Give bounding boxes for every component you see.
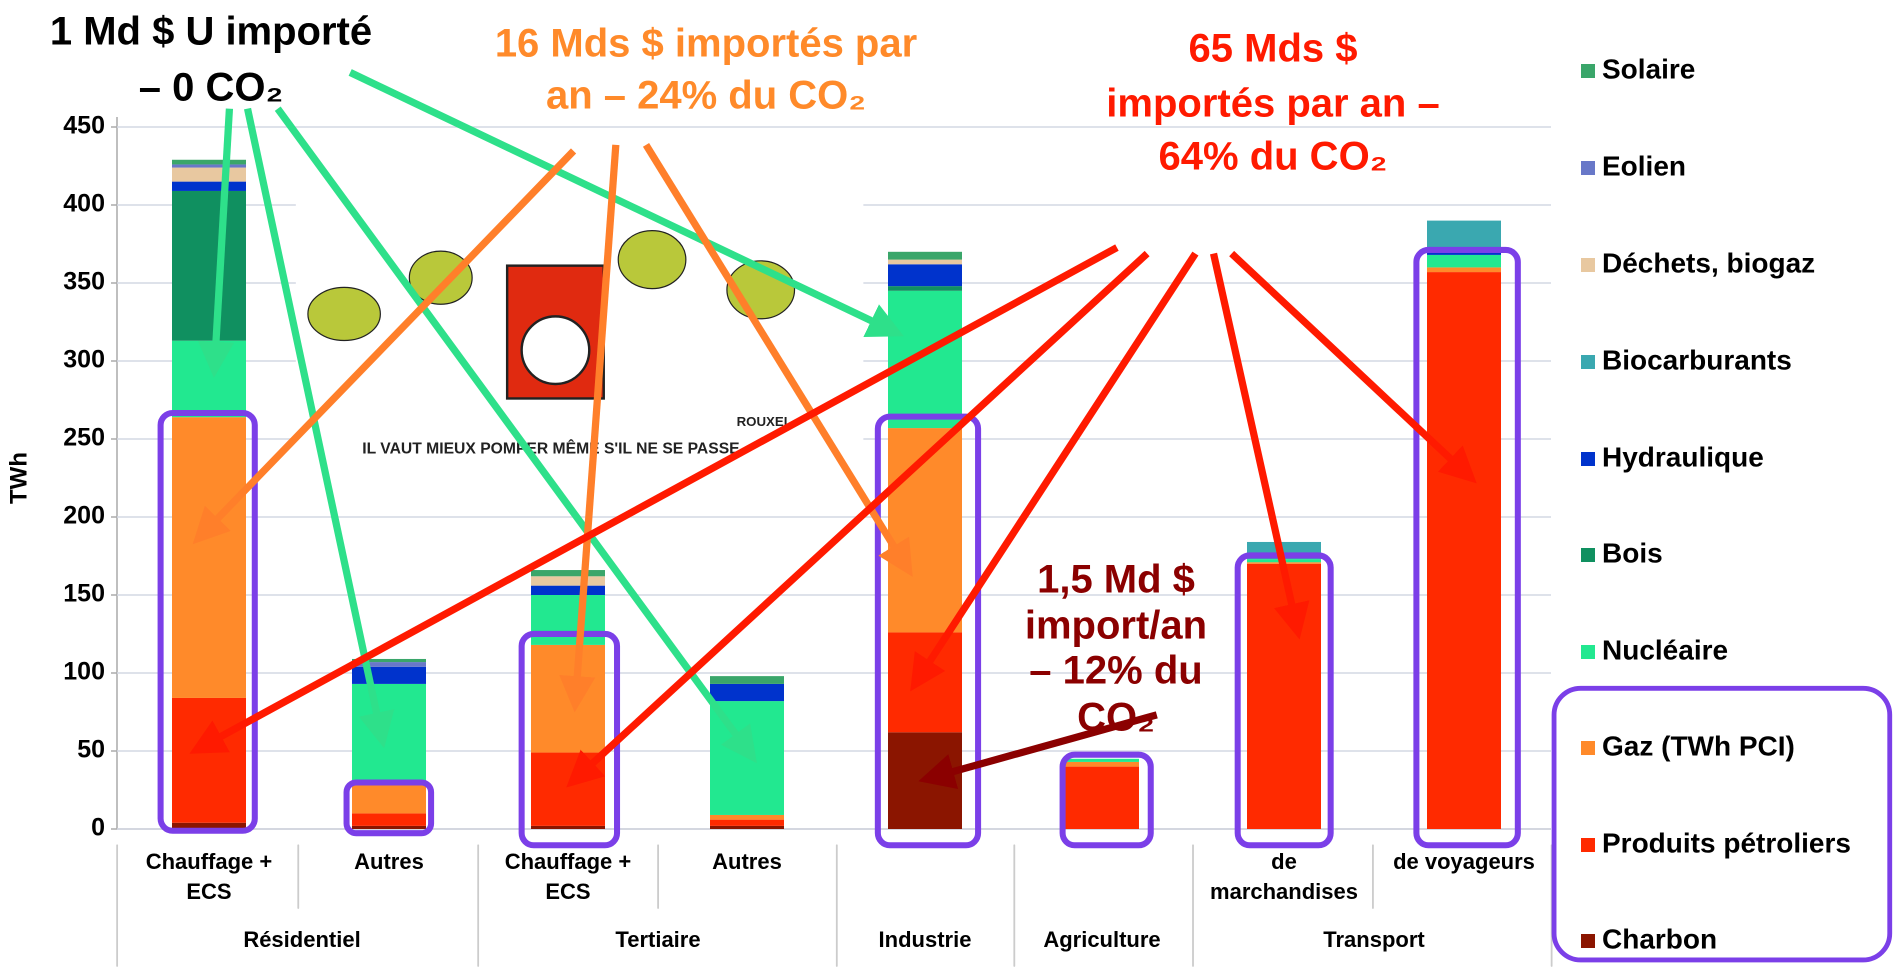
annotation: 1 Md $ U importé — [50, 10, 372, 54]
bar-segment — [352, 785, 426, 813]
y-tick-label: 300 — [63, 346, 105, 374]
x-tick-label: Autres — [712, 849, 782, 874]
bar-segment — [172, 698, 246, 823]
legend-swatch — [1581, 452, 1595, 466]
legend-label: Bois — [1602, 537, 1663, 568]
annotation: 1,5 Md $ — [1037, 558, 1195, 602]
bar-segment — [352, 684, 426, 785]
bar-segment — [531, 576, 605, 585]
annotation: importés par an – — [1106, 82, 1439, 126]
annotation: 16 Mds $ importés par — [495, 22, 917, 66]
legend-swatch — [1581, 355, 1595, 369]
bar-segment — [1065, 759, 1139, 762]
group-label: Transport — [1323, 927, 1425, 952]
bar-segment — [1065, 762, 1139, 767]
legend-label: Eolien — [1602, 150, 1686, 181]
annotation: import/an — [1025, 604, 1207, 648]
annotation: 65 Mds $ — [1189, 27, 1358, 71]
bar-segment — [1247, 564, 1321, 829]
legend-box — [1554, 688, 1890, 960]
cartoon: IL VAUT MIEUX POMPER MÊME S'IL NE SE PAS… — [296, 181, 864, 471]
bar-segment — [531, 645, 605, 753]
group-label: Tertiaire — [615, 927, 700, 952]
bar-segment — [888, 252, 962, 260]
y-tick-label: 100 — [63, 658, 105, 686]
legend-swatch — [1581, 548, 1595, 562]
bar-segment — [710, 826, 784, 829]
bar-segment — [888, 632, 962, 732]
y-tick-label: 0 — [91, 814, 105, 842]
bar-segment — [172, 160, 246, 165]
bar-segment — [888, 260, 962, 265]
bar-segment — [888, 732, 962, 829]
cartoon-wheel — [522, 316, 590, 384]
legend-label: Solaire — [1602, 53, 1695, 84]
bar-segment — [1427, 272, 1501, 829]
annotation: 64% du CO₂ — [1159, 135, 1388, 179]
bar-segment — [888, 291, 962, 428]
annotation: – 0 CO₂ — [139, 66, 284, 110]
legend-swatch — [1581, 64, 1595, 78]
bar-segment — [1427, 267, 1501, 272]
bar-segment — [710, 676, 784, 684]
legend-label: Produits pétroliers — [1602, 827, 1851, 858]
group-label: Agriculture — [1043, 927, 1160, 952]
bar-segment — [710, 684, 784, 701]
y-axis-title: TWh — [5, 452, 32, 504]
group-label: Résidentiel — [243, 927, 360, 952]
bar-segment — [1065, 767, 1139, 829]
bar-segment — [888, 286, 962, 291]
y-tick-label: 350 — [63, 268, 105, 296]
legend-label: Gaz (TWh PCI) — [1602, 730, 1795, 761]
legend-label: Hydraulique — [1602, 441, 1764, 472]
bar-segment — [352, 813, 426, 825]
bar-segment — [710, 815, 784, 820]
bar-segment — [352, 667, 426, 684]
legend-label: Déchets, biogaz — [1602, 247, 1815, 278]
cartoon-bird — [618, 231, 686, 289]
y-tick-label: 400 — [63, 190, 105, 218]
y-tick-label: 250 — [63, 424, 105, 452]
bar-segment — [531, 570, 605, 576]
legend-swatch — [1581, 645, 1595, 659]
legend-label: Charbon — [1602, 923, 1717, 954]
x-tick-label: de voyageurs — [1393, 849, 1535, 874]
legend-swatch — [1581, 161, 1595, 175]
bar-segment — [531, 595, 605, 645]
bar-segment — [531, 826, 605, 829]
bar-segment — [352, 826, 426, 829]
bar-segment — [172, 168, 246, 182]
y-tick-label: 150 — [63, 580, 105, 608]
bar-segment — [172, 164, 246, 167]
cartoon-bird — [308, 287, 380, 340]
y-tick-label: 200 — [63, 502, 105, 530]
x-tick-label: Autres — [354, 849, 424, 874]
bar-segment — [172, 182, 246, 191]
legend-label: Biocarburants — [1602, 344, 1792, 375]
bar-segment — [710, 820, 784, 826]
y-tick-label: 50 — [77, 736, 105, 764]
x-tick-label: Chauffage +ECS — [146, 849, 273, 904]
legend-swatch — [1581, 838, 1595, 852]
bar-segment — [888, 264, 962, 286]
cartoon-caption: IL VAUT MIEUX POMPER MÊME S'IL NE SE PAS… — [362, 438, 739, 457]
bar-segment — [531, 586, 605, 595]
y-tick-label: 450 — [63, 112, 105, 140]
bar-segment — [172, 191, 246, 341]
x-tick-label: Chauffage +ECS — [505, 849, 632, 904]
legend-swatch — [1581, 258, 1595, 272]
annotation: CO₂ — [1077, 696, 1155, 740]
legend-label: Nucléaire — [1602, 634, 1728, 665]
group-label: Industrie — [879, 927, 972, 952]
chart: IL VAUT MIEUX POMPER MÊME S'IL NE SE PAS… — [0, 0, 1893, 967]
bar-segment — [1427, 255, 1501, 267]
legend-swatch — [1581, 741, 1595, 755]
legend-swatch — [1581, 934, 1595, 948]
bar-segment — [172, 417, 246, 698]
annotation: an – 24% du CO₂ — [546, 74, 866, 118]
annotation: – 12% du — [1029, 649, 1202, 693]
bar-segment — [172, 341, 246, 417]
